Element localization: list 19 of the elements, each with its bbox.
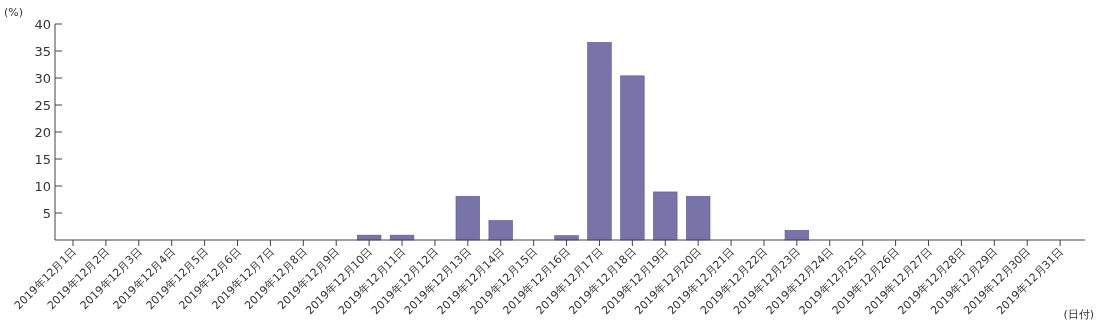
y-tick-label: 20 — [34, 125, 51, 140]
y-tick-label: 30 — [34, 71, 51, 86]
x-axis-title: (日付) — [1063, 308, 1094, 321]
bar — [488, 220, 513, 241]
bar — [784, 229, 810, 241]
bar — [653, 191, 678, 241]
bar — [455, 195, 480, 241]
y-tick-label: 25 — [34, 98, 51, 113]
bar — [587, 42, 612, 241]
y-tick-label: 5 — [42, 206, 51, 221]
y-tick-label: 35 — [34, 44, 51, 59]
y-tick-label: 10 — [34, 179, 51, 194]
y-tick-label: 15 — [34, 152, 51, 167]
bar — [686, 195, 711, 241]
bar — [620, 75, 645, 241]
bar — [389, 234, 415, 241]
bar — [356, 234, 382, 241]
y-tick-label: 40 — [34, 17, 51, 32]
y-axis-title: (%) — [4, 6, 24, 19]
